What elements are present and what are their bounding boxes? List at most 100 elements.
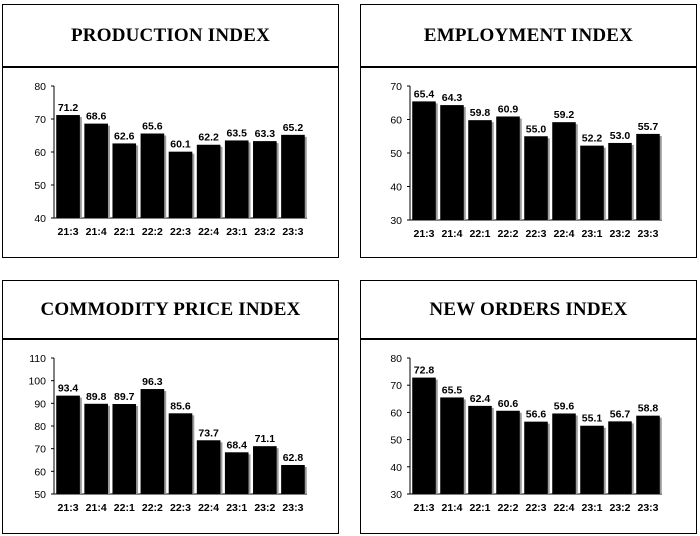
data-label: 62.6	[114, 130, 135, 142]
x-tick-label: 22:3	[170, 226, 191, 238]
x-tick-label: 22:3	[170, 502, 191, 514]
bar-22-4	[552, 413, 576, 494]
bar-21-4	[84, 123, 108, 218]
x-tick-label: 23:1	[226, 226, 247, 238]
x-tick-label: 23:2	[609, 228, 630, 240]
data-label: 60.6	[498, 398, 519, 410]
x-tick-label: 21:3	[413, 228, 434, 240]
data-label: 59.2	[554, 109, 575, 121]
bar-21-3	[412, 377, 436, 494]
bar-23-1	[224, 140, 249, 218]
x-tick-label: 22:4	[553, 502, 574, 514]
y-tick-label: 50	[390, 435, 402, 447]
chart-title: COMMODITY PRICE INDEX	[2, 280, 339, 339]
bar-22-1	[112, 404, 137, 494]
y-tick-label: 50	[34, 180, 46, 192]
x-tick-label: 23:1	[581, 502, 602, 514]
bar-chart-employment: 30 40 50 60 70 65.4 21:3 64.3 21:4 59.8 22:1 60.9 22…	[390, 81, 662, 240]
bar-22-2	[140, 133, 165, 218]
y-tick-label: 50	[390, 148, 402, 160]
x-tick-label: 22:2	[142, 502, 163, 514]
y-tick-label: 30	[390, 489, 402, 501]
bar-22-3	[524, 421, 548, 494]
y-tick-label: 60	[390, 115, 402, 127]
bar-23-1	[580, 425, 604, 494]
chart-panel-commodity-price: COMMODITY PRICE INDEX 50 60 70 80 90 100 110 93…	[2, 280, 339, 534]
y-tick-label: 90	[34, 398, 46, 410]
data-label: 68.4	[227, 439, 248, 451]
data-label: 64.3	[442, 92, 463, 104]
data-label: 59.8	[470, 107, 491, 119]
chart-title: PRODUCTION INDEX	[2, 4, 339, 67]
chart-panel-production: PRODUCTION INDEX 40 50 60 70 80 71.2 21:3 68.6 2…	[2, 4, 339, 258]
x-tick-label: 22:1	[114, 502, 135, 514]
data-label: 89.7	[114, 391, 135, 403]
data-label: 55.0	[526, 123, 547, 135]
data-label: 55.7	[638, 121, 659, 133]
x-tick-label: 22:1	[469, 502, 490, 514]
x-tick-label: 22:4	[198, 226, 219, 238]
y-tick-label: 60	[34, 147, 46, 159]
x-tick-label: 23:1	[226, 502, 247, 514]
x-tick-label: 23:2	[254, 502, 275, 514]
bar-22-1	[468, 405, 492, 494]
y-tick-label: 60	[390, 407, 402, 419]
data-label: 65.5	[442, 384, 463, 396]
data-label: 71.2	[58, 102, 79, 114]
x-tick-label: 21:4	[86, 226, 107, 238]
chart-panel-employment: EMPLOYMENT INDEX 30 40 50 60 70 65.4 21:3 64.3 2…	[360, 4, 697, 258]
bar-23-2	[608, 142, 632, 220]
bar-22-2	[496, 410, 520, 494]
bar-chart-commodity-price: 50 60 70 80 90 100 110 93.4 21:3 89.8 21:4 89.7 22:1…	[28, 353, 307, 514]
chart-panel-new-orders: NEW ORDERS INDEX 30 40 50 60 70 80 72.8 21:3 65.…	[360, 280, 697, 534]
data-label: 56.7	[610, 408, 631, 420]
x-tick-label: 23:3	[282, 502, 303, 514]
data-label: 58.8	[638, 403, 659, 415]
bar-21-4	[440, 105, 464, 220]
bar-23-2	[608, 421, 632, 494]
y-tick-label: 70	[34, 444, 46, 456]
y-tick-label: 100	[28, 376, 46, 388]
y-tick-label: 80	[34, 81, 46, 93]
x-tick-label: 22:2	[497, 228, 518, 240]
bar-21-3	[56, 115, 80, 218]
data-label: 65.6	[142, 121, 163, 133]
chart-title: NEW ORDERS INDEX	[360, 280, 697, 339]
x-tick-label: 23:1	[581, 228, 602, 240]
x-tick-label: 22:3	[525, 502, 546, 514]
y-tick-label: 40	[34, 213, 46, 225]
bar-21-4	[84, 403, 108, 494]
x-tick-label: 21:4	[441, 228, 462, 240]
chart-title: EMPLOYMENT INDEX	[360, 4, 697, 67]
y-tick-label: 80	[34, 421, 46, 433]
data-label: 63.3	[255, 128, 276, 140]
data-label: 60.9	[498, 103, 519, 115]
bar-21-3	[412, 101, 436, 220]
data-label: 96.3	[142, 376, 163, 388]
bar-23-1	[224, 452, 249, 494]
x-tick-label: 23:2	[609, 502, 630, 514]
y-tick-label: 80	[390, 353, 402, 365]
x-tick-label: 21:3	[58, 502, 79, 514]
data-label: 55.1	[582, 413, 603, 425]
bar-23-2	[253, 141, 277, 218]
x-tick-label: 21:4	[86, 502, 107, 514]
x-tick-label: 22:4	[553, 228, 574, 240]
bar-22-4	[552, 122, 576, 220]
y-tick-label: 70	[390, 81, 402, 93]
bar-22-1	[468, 120, 492, 220]
x-tick-label: 22:4	[198, 502, 219, 514]
x-tick-label: 23:3	[637, 502, 658, 514]
data-label: 62.2	[198, 132, 219, 144]
bar-22-3	[524, 136, 548, 220]
data-label: 71.1	[255, 433, 276, 445]
data-label: 73.7	[198, 427, 219, 439]
bar-22-3	[168, 151, 193, 218]
y-tick-label: 50	[34, 489, 46, 501]
x-tick-label: 21:3	[58, 226, 79, 238]
data-label: 65.4	[414, 88, 435, 100]
data-label: 60.1	[170, 139, 191, 151]
bar-23-3	[281, 464, 305, 494]
data-label: 52.2	[582, 133, 603, 145]
data-label: 93.4	[58, 383, 79, 395]
